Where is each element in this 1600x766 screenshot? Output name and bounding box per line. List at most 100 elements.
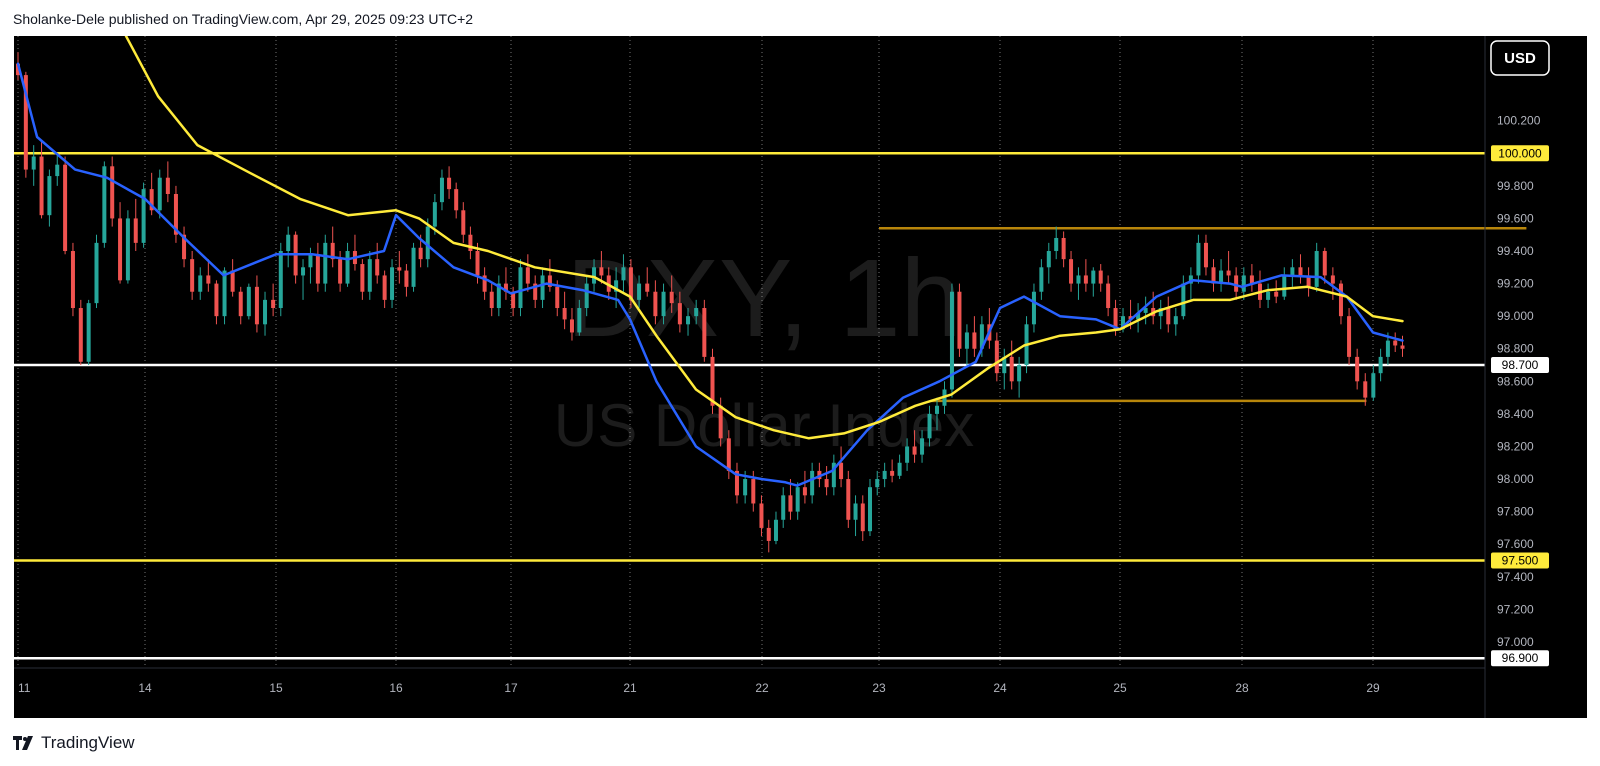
candle [323,234,328,292]
candle-body [1091,270,1096,284]
candle-body [994,340,999,374]
candle [404,264,409,297]
candle-body [503,283,508,292]
candle-body [308,254,313,268]
candle-body [1226,270,1231,276]
candle [972,316,977,357]
x-tick-label: 17 [504,681,518,695]
candle [702,299,707,362]
x-tick-label: 15 [269,681,283,695]
candle-body [55,164,60,177]
candle [397,251,402,284]
candle [246,283,251,320]
candle-body [125,218,130,281]
candle [1371,365,1376,401]
candle-body [301,267,306,276]
candle-body [102,166,107,243]
attribution-text: Sholanke-Dele published on TradingView.c… [13,11,474,27]
candle-body [173,194,178,235]
candle-body [645,283,650,292]
candle [411,242,416,292]
candle [55,153,60,186]
candle [957,283,962,357]
candle [345,242,350,287]
candle [1330,267,1335,300]
candle-body [1322,251,1327,276]
candle-body [686,316,691,325]
candle [1219,259,1224,292]
candle [1039,259,1044,300]
candle-body [882,470,887,480]
candle-body [360,264,365,292]
currency-button-frame[interactable] [1490,40,1550,76]
candle-body [468,234,473,252]
candle-body [1106,283,1111,309]
candle [390,259,395,309]
candle [47,169,52,227]
candle-body [860,503,865,532]
candle-body [702,308,707,357]
candle-body [533,283,538,300]
candle-body [788,495,793,512]
candle-body [694,308,699,317]
candle-body [759,503,764,528]
candle [118,202,123,284]
candle-body [271,299,276,309]
price-chart[interactable]: DXY, 1h US Dollar Index 97.000 97.200 97.4… [14,36,1587,718]
candle-body [773,519,778,541]
candle-body [743,479,748,496]
candle-body [1031,291,1036,325]
candle-body [1173,316,1178,325]
candle [905,438,910,471]
candle [710,348,715,414]
candle [540,267,545,309]
candle-body [920,438,925,455]
candle [1314,242,1319,292]
candle [766,519,771,553]
candle-body [972,332,977,349]
y-tick-label: 99.000 [1497,309,1534,323]
y-tick-label: 100.200 [1497,114,1541,128]
currency-button-label[interactable]: USD [1504,50,1536,67]
candle [382,270,387,309]
candle-body [157,177,162,211]
candle [1143,296,1148,325]
candle-body [1017,365,1022,382]
price-tag-label: 97.500 [1502,553,1539,567]
candle-body [432,202,437,227]
candle-body [286,234,291,252]
chart-panel[interactable]: DXY, 1h US Dollar Index 97.000 97.200 97.4… [14,36,1587,718]
candle-body [149,189,154,211]
candle-body [118,218,123,281]
candle-body [1136,312,1141,320]
currency-button[interactable]: USD [1490,40,1550,76]
candle [795,482,800,520]
candle [734,462,739,504]
candle-body [23,75,28,170]
candle [182,226,187,268]
candle [367,251,372,300]
candle-body [653,291,658,317]
candle [230,259,235,297]
y-tick-label: 97.600 [1497,537,1534,551]
y-tick-label: 98.400 [1497,407,1534,421]
candle-body [1083,275,1088,284]
candle-body [1298,267,1303,276]
candle-body [411,247,416,287]
horizontal-levels [14,152,1485,660]
candle [432,194,437,235]
candle-body [555,286,560,309]
candle-body [70,251,75,309]
candle [125,210,130,284]
candle-body [238,291,243,317]
candle [254,275,259,333]
candle-body [323,242,328,284]
candle [584,275,589,317]
y-tick-label: 97.800 [1497,505,1534,519]
candle-body [669,291,674,304]
candle [1173,308,1178,336]
tradingview-brand[interactable]: TradingView [13,733,135,753]
candle-body [1234,275,1239,292]
candle [599,251,604,284]
candle [994,332,999,382]
